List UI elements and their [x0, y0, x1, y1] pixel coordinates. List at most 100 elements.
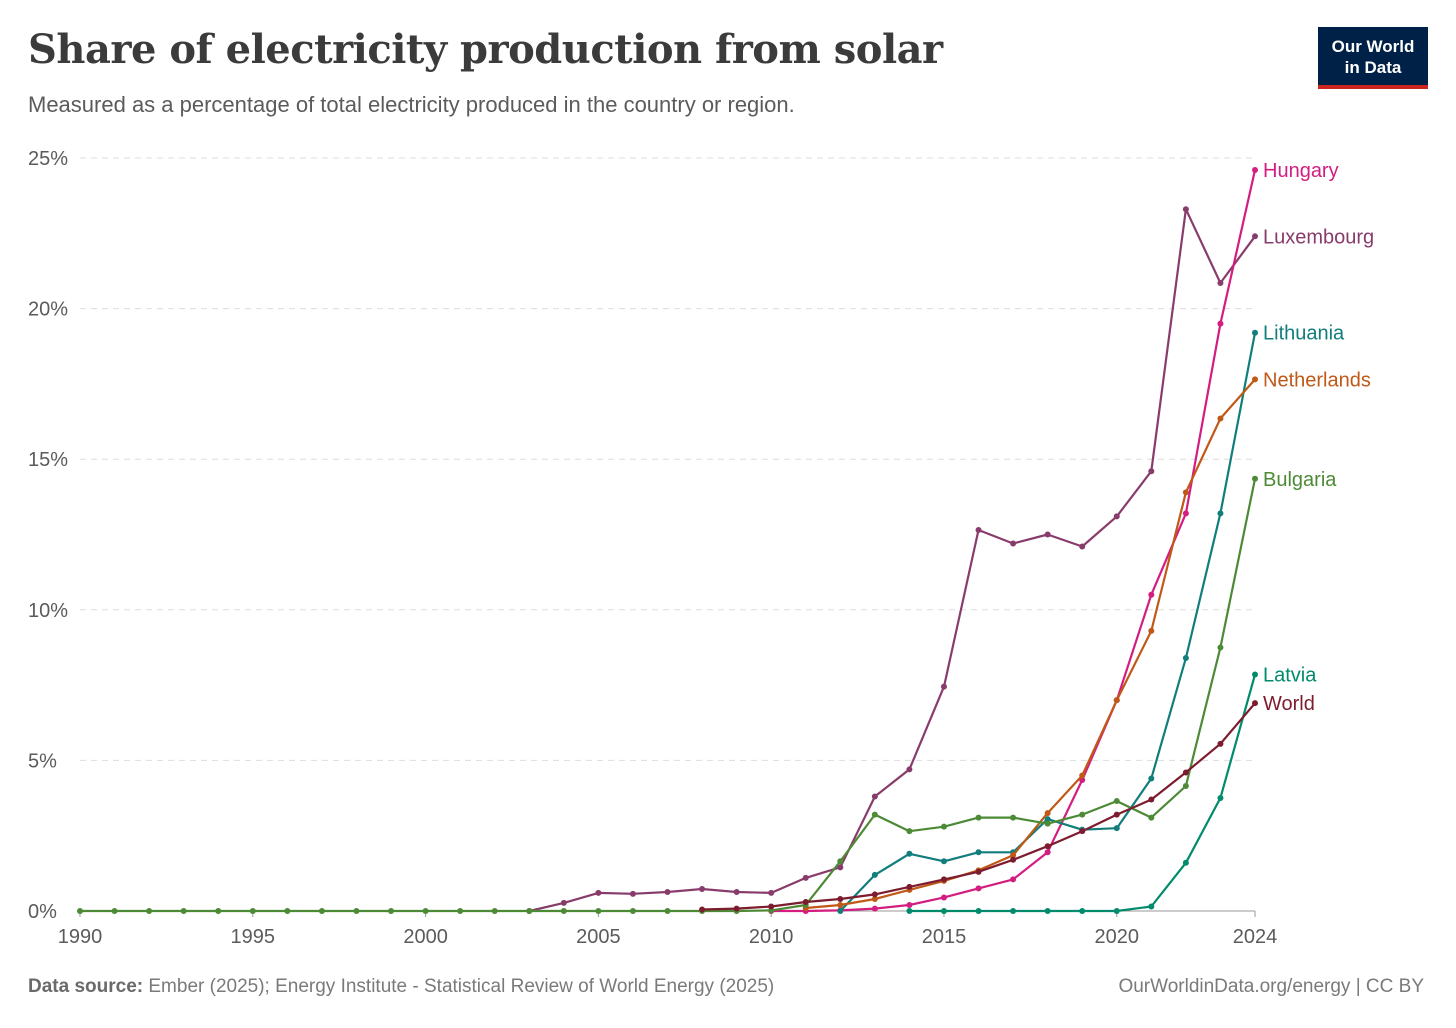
- y-tick-label: 15%: [28, 449, 68, 471]
- series-label-hungary: Hungary: [1263, 160, 1339, 182]
- data-point-latvia: [1217, 795, 1224, 802]
- data-point-hungary: [1044, 849, 1051, 856]
- data-point-luxembourg: [940, 683, 947, 690]
- data-point-lithuania: [1113, 825, 1120, 832]
- data-source: Data source: Ember (2025); Energy Instit…: [28, 976, 774, 998]
- data-point-bulgaria: [146, 908, 153, 914]
- data-point-world: [1079, 828, 1086, 835]
- chart-subtitle: Measured as a percentage of total electr…: [28, 92, 795, 117]
- data-point-bulgaria: [1079, 811, 1086, 818]
- data-point-luxembourg: [871, 793, 878, 800]
- data-point-latvia: [1252, 671, 1258, 678]
- data-point-luxembourg: [664, 889, 671, 896]
- data-point-world: [1148, 796, 1155, 803]
- data-point-hungary: [1217, 320, 1224, 327]
- data-point-bulgaria: [940, 823, 947, 830]
- data-point-bulgaria: [595, 908, 602, 914]
- data-point-world: [975, 868, 982, 875]
- data-point-hungary: [975, 885, 982, 892]
- data-point-world: [1010, 856, 1017, 863]
- data-point-bulgaria: [837, 858, 844, 865]
- data-point-bulgaria: [249, 908, 256, 914]
- data-point-bulgaria: [388, 908, 395, 914]
- series-label-world: World: [1263, 693, 1315, 715]
- data-source-label: Data source:: [28, 976, 144, 997]
- line-chart: 0% 5% 10% 15% 20% 25% 1990 1995 2000 2005 2010 2015…: [28, 148, 1374, 948]
- data-point-luxembourg: [1252, 233, 1258, 240]
- data-point-luxembourg: [595, 889, 602, 896]
- owid-logo[interactable]: Our World in Data: [1318, 27, 1428, 89]
- data-source-text: Ember (2025); Energy Institute - Statist…: [143, 976, 775, 997]
- logo-line-2: in Data: [1344, 58, 1402, 77]
- data-point-hungary: [940, 894, 947, 901]
- series-line-bulgaria: [80, 478, 1257, 913]
- x-tick-label: 2010: [749, 926, 794, 948]
- data-point-world: [699, 906, 706, 913]
- data-point-latvia: [1113, 908, 1120, 914]
- series-label-netherlands: Netherlands: [1263, 369, 1371, 391]
- data-point-netherlands: [1079, 772, 1086, 779]
- data-point-bulgaria: [180, 908, 187, 914]
- series-label-bulgaria: Bulgaria: [1263, 469, 1337, 491]
- data-point-world: [906, 883, 913, 890]
- data-point-bulgaria: [1113, 798, 1120, 805]
- data-point-bulgaria: [560, 908, 567, 914]
- data-point-luxembourg: [802, 874, 809, 881]
- credit-link[interactable]: OurWorldinData.org/energy | CC BY: [1118, 976, 1424, 997]
- data-point-lithuania: [1182, 654, 1189, 661]
- data-point-lithuania: [1217, 510, 1224, 517]
- series-line-luxembourg: [529, 208, 1256, 913]
- data-point-world: [1044, 843, 1051, 850]
- series-line-hungary: [771, 169, 1257, 913]
- data-point-world: [940, 876, 947, 883]
- data-point-luxembourg: [733, 889, 740, 896]
- x-tick-label: 2020: [1095, 926, 1140, 948]
- data-point-latvia: [906, 908, 913, 914]
- logo-line-1: Our World: [1331, 37, 1415, 56]
- data-point-lithuania: [1252, 329, 1258, 336]
- data-point-luxembourg: [906, 766, 913, 773]
- data-point-latvia: [1044, 908, 1051, 914]
- data-point-latvia: [1148, 903, 1155, 910]
- data-point-world: [1217, 740, 1224, 747]
- x-tick-label: 1995: [231, 926, 276, 948]
- x-tick-label: 2015: [922, 926, 967, 948]
- data-point-bulgaria: [871, 811, 878, 818]
- data-point-bulgaria: [111, 908, 118, 914]
- data-point-world: [768, 903, 775, 910]
- data-point-luxembourg: [1148, 468, 1155, 475]
- series-label-lithuania: Lithuania: [1263, 323, 1345, 345]
- data-point-bulgaria: [1148, 814, 1155, 821]
- data-point-bulgaria: [1252, 475, 1258, 482]
- data-point-netherlands: [1010, 852, 1017, 859]
- data-point-bulgaria: [526, 908, 533, 914]
- data-point-hungary: [1182, 510, 1189, 517]
- data-point-latvia: [1010, 908, 1017, 914]
- data-point-netherlands: [1252, 376, 1258, 383]
- data-point-world: [1252, 700, 1258, 707]
- x-tick-label: 1990: [58, 926, 103, 948]
- chart-title: Share of electricity production from sol…: [28, 26, 943, 73]
- data-point-lithuania: [871, 871, 878, 878]
- data-point-luxembourg: [1010, 540, 1017, 547]
- data-point-latvia: [975, 908, 982, 914]
- data-point-luxembourg: [837, 864, 844, 871]
- data-point-netherlands: [871, 895, 878, 902]
- data-point-latvia: [940, 908, 947, 914]
- data-point-bulgaria: [457, 908, 464, 914]
- data-point-bulgaria: [906, 828, 913, 835]
- data-point-world: [871, 891, 878, 898]
- data-point-netherlands: [1182, 489, 1189, 496]
- data-point-lithuania: [1148, 775, 1155, 782]
- data-point-luxembourg: [629, 890, 636, 897]
- data-point-hungary: [871, 905, 878, 912]
- data-point-hungary: [1148, 591, 1155, 598]
- data-point-luxembourg: [1217, 279, 1224, 286]
- data-point-luxembourg: [768, 889, 775, 896]
- data-point-world: [802, 898, 809, 905]
- data-point-bulgaria: [353, 908, 360, 914]
- y-tick-label: 25%: [28, 148, 68, 170]
- series-label-latvia: Latvia: [1263, 665, 1317, 687]
- data-point-lithuania: [1044, 816, 1051, 823]
- data-point-luxembourg: [1079, 543, 1086, 550]
